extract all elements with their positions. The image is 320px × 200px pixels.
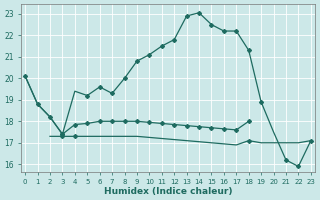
X-axis label: Humidex (Indice chaleur): Humidex (Indice chaleur) bbox=[104, 187, 232, 196]
